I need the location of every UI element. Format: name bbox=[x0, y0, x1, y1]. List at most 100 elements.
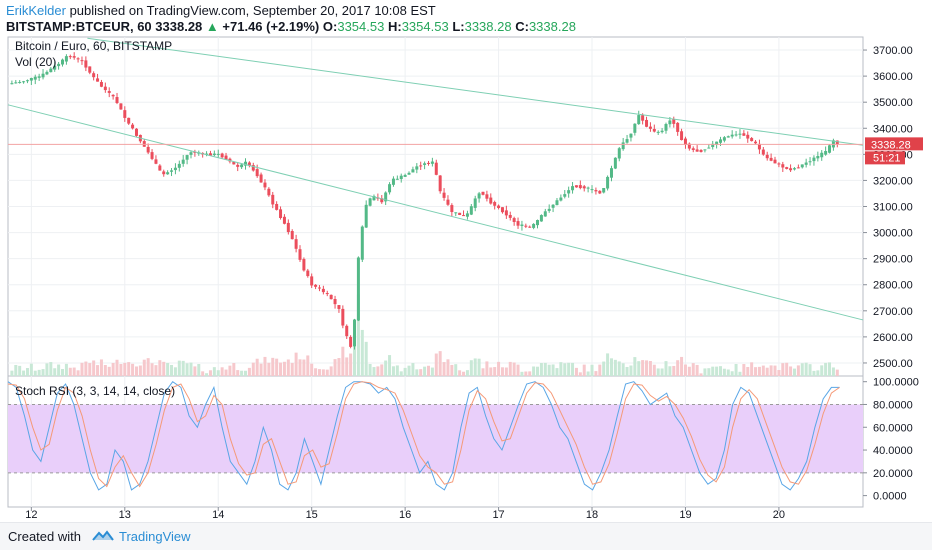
volume-bar bbox=[80, 362, 84, 376]
chart-canvas[interactable]: 3700.003600.003500.003400.003300.003200.… bbox=[0, 0, 932, 522]
low-value: 3338.28 bbox=[464, 19, 512, 34]
candle-body bbox=[781, 164, 785, 168]
volume-bar bbox=[364, 341, 368, 376]
volume-bar bbox=[189, 362, 193, 376]
candle-body bbox=[602, 187, 606, 193]
volume-bar bbox=[726, 369, 730, 376]
candle-body bbox=[76, 58, 80, 60]
price-tick-label: 3000.00 bbox=[873, 228, 913, 240]
volume-bar bbox=[216, 370, 220, 376]
candle-body bbox=[816, 155, 820, 159]
volume-bar bbox=[800, 363, 804, 376]
volume-bar bbox=[691, 363, 695, 376]
price-tick-label: 3700.00 bbox=[873, 45, 913, 57]
volume-bar bbox=[695, 364, 699, 376]
candle-body bbox=[664, 124, 668, 131]
volume-bar bbox=[185, 363, 189, 376]
volume-bar bbox=[107, 366, 111, 376]
volume-bar bbox=[582, 364, 586, 376]
candle-body bbox=[465, 213, 469, 217]
change-arrow-icon: ▲ bbox=[205, 19, 219, 34]
volume-bar bbox=[707, 368, 711, 376]
stoch-axis[interactable]: 100.0000 80.0000 60.0000 40.0000 20.0000 0.00… bbox=[863, 377, 919, 503]
trendline[interactable] bbox=[87, 37, 864, 146]
volume-bar bbox=[150, 363, 154, 376]
volume-bar bbox=[356, 294, 360, 376]
candle-body bbox=[333, 299, 337, 305]
volume-bar bbox=[512, 362, 516, 376]
candle-body bbox=[18, 81, 22, 83]
trendline[interactable] bbox=[7, 104, 864, 321]
author-link[interactable]: ErikKelder bbox=[6, 3, 66, 18]
candle-body bbox=[240, 164, 244, 168]
candle-body bbox=[699, 149, 703, 152]
candle-body bbox=[57, 63, 61, 67]
tradingview-brand-link[interactable]: TradingView bbox=[119, 529, 191, 544]
candle-body bbox=[516, 221, 520, 226]
volume-bar bbox=[88, 363, 92, 376]
candle-body bbox=[617, 148, 621, 159]
volume-bar bbox=[602, 361, 606, 376]
candle-body bbox=[212, 153, 216, 156]
time-tick-label: 17 bbox=[492, 509, 504, 521]
volume-bar bbox=[201, 371, 205, 376]
candle-body bbox=[835, 140, 839, 145]
time-tick-label: 20 bbox=[773, 509, 785, 521]
candle-body bbox=[481, 191, 485, 195]
volume-bar bbox=[349, 353, 353, 376]
candle-body bbox=[792, 168, 796, 170]
candle-body bbox=[543, 211, 547, 217]
candle-body bbox=[255, 169, 259, 177]
candle-body bbox=[473, 198, 477, 208]
volume-bar bbox=[282, 361, 286, 376]
volume-bar bbox=[574, 367, 578, 376]
stoch-series-line bbox=[7, 381, 840, 491]
candle-body bbox=[559, 197, 563, 201]
candle-body bbox=[33, 76, 37, 80]
candle-body bbox=[609, 168, 613, 178]
volume-bar bbox=[617, 361, 621, 376]
candle-body bbox=[341, 308, 345, 326]
candle-body bbox=[146, 146, 150, 153]
volume-bar bbox=[824, 362, 828, 376]
candle-body bbox=[539, 215, 543, 222]
volume-bar bbox=[434, 353, 438, 376]
published-text: published on TradingView.com, September … bbox=[65, 3, 436, 18]
volume-bar bbox=[84, 361, 88, 376]
volume-bar bbox=[711, 366, 715, 376]
candle-body bbox=[551, 204, 555, 208]
candle-body bbox=[524, 225, 528, 227]
volume-bar bbox=[446, 359, 450, 376]
candle-body bbox=[820, 152, 824, 158]
candle-body bbox=[294, 239, 298, 249]
candle-body bbox=[489, 197, 493, 204]
candle-body bbox=[263, 182, 267, 188]
volume-bar bbox=[621, 363, 625, 376]
candle-body bbox=[742, 133, 746, 136]
candle-body bbox=[96, 78, 100, 82]
candle-body bbox=[703, 149, 707, 151]
tradingview-logo-icon[interactable] bbox=[92, 529, 114, 543]
volume-bar bbox=[804, 362, 808, 376]
candle-body bbox=[411, 169, 415, 173]
volume-bar bbox=[376, 366, 380, 376]
volume-bar bbox=[462, 371, 466, 376]
stoch-tick-label: 0.0000 bbox=[873, 491, 907, 503]
candle-body bbox=[407, 172, 411, 175]
time-axis[interactable]: 12 13 14 15 16 17 18 19 20 bbox=[25, 507, 785, 521]
candle-body bbox=[458, 212, 462, 215]
candle-body bbox=[773, 159, 777, 164]
price-axis[interactable]: 3700.003600.003500.003400.003300.003200.… bbox=[863, 45, 913, 370]
candle-body bbox=[279, 209, 283, 219]
volume-bar bbox=[10, 370, 14, 376]
stoch-band bbox=[8, 404, 863, 473]
volume-bar bbox=[789, 366, 793, 376]
candle-body bbox=[711, 143, 715, 148]
candle-body bbox=[574, 185, 578, 188]
volume-bar bbox=[173, 367, 177, 376]
volume-bar bbox=[127, 362, 131, 376]
time-tick-label: 19 bbox=[679, 509, 691, 521]
volume-bar bbox=[29, 363, 33, 376]
volume-bar bbox=[423, 366, 427, 376]
candle-body bbox=[824, 151, 828, 155]
